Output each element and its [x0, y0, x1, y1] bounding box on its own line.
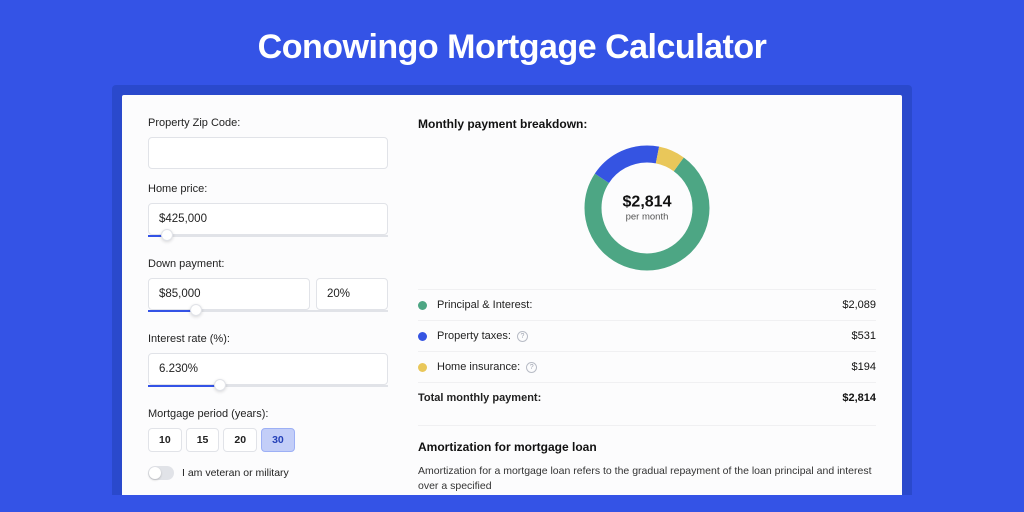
- legend-row: Home insurance:? $194: [418, 351, 876, 382]
- total-amount: $2,814: [842, 392, 876, 404]
- mortgage-period-option[interactable]: 20: [223, 428, 257, 452]
- legend-row: Principal & Interest: $2,089: [418, 289, 876, 320]
- interest-rate-label: Interest rate (%):: [148, 333, 388, 345]
- mortgage-period-field: Mortgage period (years): 10152030: [148, 408, 388, 452]
- legend-color-dot: [418, 332, 427, 341]
- legend-amount: $2,089: [842, 299, 876, 311]
- info-icon[interactable]: ?: [526, 362, 537, 373]
- amortization-text: Amortization for a mortgage loan refers …: [418, 464, 876, 493]
- legend-label: Principal & Interest:: [437, 299, 532, 311]
- legend: Principal & Interest: $2,089 Property taxe…: [418, 289, 876, 382]
- down-payment-field: Down payment:: [148, 258, 388, 319]
- donut-chart: $2,814 per month: [584, 145, 710, 271]
- down-payment-amount-input[interactable]: [148, 278, 310, 310]
- veteran-toggle-label: I am veteran or military: [182, 467, 289, 479]
- mortgage-period-label: Mortgage period (years):: [148, 408, 388, 420]
- donut-amount: $2,814: [623, 194, 672, 212]
- donut-chart-wrap: $2,814 per month: [418, 145, 876, 271]
- slider-thumb[interactable]: [214, 379, 226, 391]
- mortgage-period-option[interactable]: 30: [261, 428, 295, 452]
- amortization-title: Amortization for mortgage loan: [418, 440, 876, 454]
- slider-track: [148, 235, 388, 237]
- total-label: Total monthly payment:: [418, 392, 541, 404]
- home-price-input[interactable]: [148, 203, 388, 235]
- down-payment-slider[interactable]: [148, 309, 388, 319]
- home-price-label: Home price:: [148, 183, 388, 195]
- interest-rate-slider[interactable]: [148, 384, 388, 394]
- mortgage-period-options: 10152030: [148, 428, 388, 452]
- veteran-toggle-row: I am veteran or military: [148, 466, 388, 480]
- home-price-field: Home price:: [148, 183, 388, 244]
- legend-label: Home insurance:: [437, 361, 520, 373]
- inputs-column: Property Zip Code: Home price: Down paym…: [148, 117, 388, 495]
- interest-rate-field: Interest rate (%):: [148, 333, 388, 394]
- page-title: Conowingo Mortgage Calculator: [0, 0, 1024, 85]
- legend-total-row: Total monthly payment: $2,814: [418, 382, 876, 413]
- donut-sublabel: per month: [623, 212, 672, 223]
- slider-fill: [148, 385, 220, 387]
- slider-thumb[interactable]: [161, 229, 173, 241]
- slider-fill: [148, 310, 196, 312]
- legend-color-dot: [418, 363, 427, 372]
- breakdown-title: Monthly payment breakdown:: [418, 117, 876, 131]
- down-payment-percent-input[interactable]: [316, 278, 388, 310]
- slider-thumb[interactable]: [190, 304, 202, 316]
- donut-center: $2,814 per month: [623, 194, 672, 223]
- zip-input[interactable]: [148, 137, 388, 169]
- down-payment-label: Down payment:: [148, 258, 388, 270]
- calculator-outer-card: Property Zip Code: Home price: Down paym…: [112, 85, 912, 495]
- amortization-block: Amortization for mortgage loan Amortizat…: [418, 425, 876, 493]
- legend-label: Property taxes:: [437, 330, 511, 342]
- legend-color-dot: [418, 301, 427, 310]
- legend-row: Property taxes:? $531: [418, 320, 876, 351]
- veteran-toggle[interactable]: [148, 466, 174, 480]
- interest-rate-input[interactable]: [148, 353, 388, 385]
- info-icon[interactable]: ?: [517, 331, 528, 342]
- mortgage-period-option[interactable]: 10: [148, 428, 182, 452]
- breakdown-column: Monthly payment breakdown: $2,814 per mo…: [418, 117, 876, 495]
- mortgage-period-option[interactable]: 15: [186, 428, 220, 452]
- toggle-knob: [149, 467, 161, 479]
- calculator-inner-card: Property Zip Code: Home price: Down paym…: [122, 95, 902, 495]
- zip-label: Property Zip Code:: [148, 117, 388, 129]
- home-price-slider[interactable]: [148, 234, 388, 244]
- legend-amount: $531: [852, 330, 876, 342]
- zip-field: Property Zip Code:: [148, 117, 388, 169]
- legend-amount: $194: [852, 361, 876, 373]
